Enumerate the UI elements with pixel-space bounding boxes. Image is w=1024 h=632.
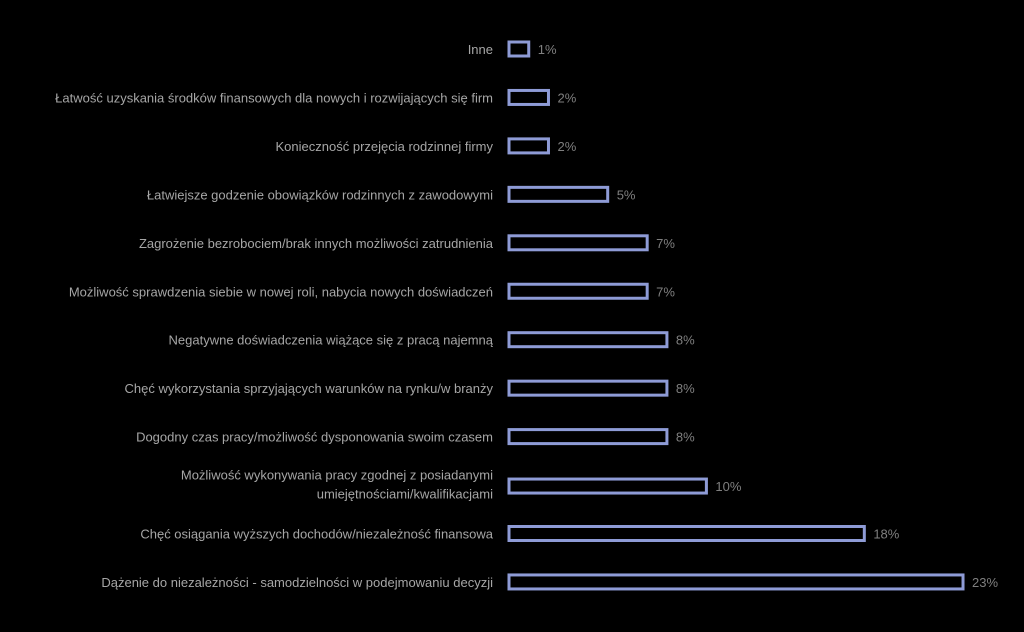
bar [507,331,669,349]
category-label: Możliwość wykonywania pracy zgodnej z po… [181,468,493,502]
bar [507,185,610,203]
bar [507,573,965,591]
category-label: Negatywne doświadczenia wiążące się z pr… [169,333,494,348]
bar [507,234,649,252]
value-label: 5% [617,187,636,202]
bar [507,525,866,542]
value-label: 23% [972,575,998,590]
bar [507,88,550,106]
category-label: Zagrożenie bezrobociem/brak innych możli… [139,236,494,251]
value-label: 8% [676,381,695,396]
category-label: Konieczność przejęcia rodzinnej firmy [276,139,494,154]
bar [507,282,649,300]
value-label: 2% [557,90,576,105]
bar [507,40,531,58]
bar [507,428,669,446]
category-label: Możliwość sprawdzenia siebie w nowej rol… [69,284,493,299]
bar [507,379,669,397]
value-label: 7% [656,236,675,251]
value-label: 1% [538,42,557,57]
value-label: 2% [557,139,576,154]
category-label: Dogodny czas pracy/możliwość dysponowani… [136,430,493,445]
category-label: Inne [468,42,493,57]
category-label: Chęć osiągania wyższych dochodów/niezale… [140,527,493,542]
value-label: 8% [676,333,695,348]
category-label: Łatwiejsze godzenie obowiązków rodzinnyc… [147,187,493,202]
category-label: Łatwość uzyskania środków finansowych dl… [55,90,493,105]
category-label: Dążenie do niezależności - samodzielnośc… [101,575,493,590]
bar [507,477,708,495]
value-label: 7% [656,284,675,299]
bar [507,137,550,155]
value-label: 18% [873,527,899,542]
value-label: 8% [676,430,695,445]
category-label: Chęć wykorzystania sprzyjających warunkó… [125,381,494,396]
value-label: 10% [715,479,741,494]
